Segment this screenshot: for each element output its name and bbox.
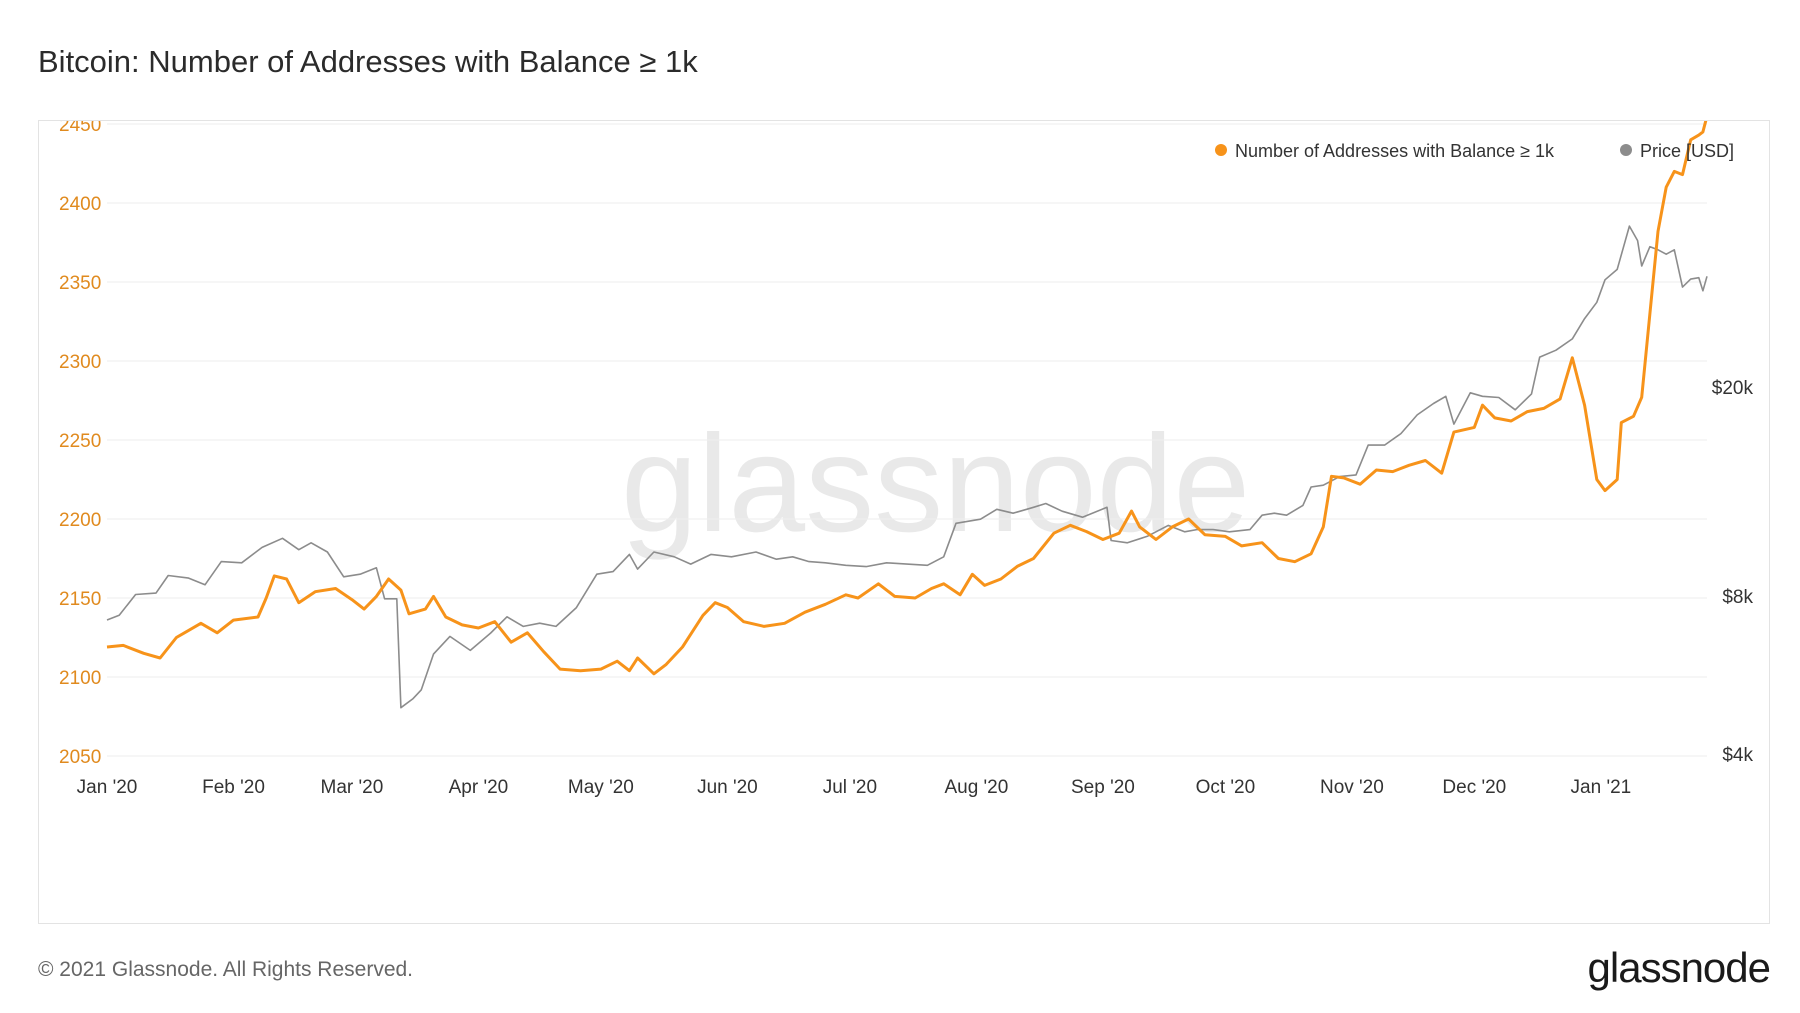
legend-marker: [1215, 144, 1227, 156]
x-tick-label: Nov '20: [1320, 777, 1384, 798]
y-left-tick-label: 2450: [59, 121, 101, 136]
y-right-tick-label: $8k: [1722, 587, 1753, 608]
x-tick-label: Jan '20: [77, 777, 138, 798]
price-usd-line: [106, 225, 1708, 709]
series-lines: [106, 121, 1708, 709]
addresses-balance-line: [106, 121, 1708, 676]
x-tick-label: Mar '20: [321, 777, 384, 798]
watermark-text: glassnode: [621, 407, 1250, 561]
glassnode-logo: glassnode: [1587, 944, 1771, 991]
x-tick-label: Jul '20: [823, 777, 877, 798]
x-tick-label: Feb '20: [202, 777, 265, 798]
legend-label[interactable]: Number of Addresses with Balance ≥ 1k: [1235, 141, 1555, 161]
x-tick-label: Dec '20: [1442, 777, 1506, 798]
legend-label[interactable]: Price [USD]: [1640, 141, 1734, 161]
x-tick-label: May '20: [568, 777, 634, 798]
y-left-tick-label: 2100: [59, 668, 101, 689]
axis-labels: 2050 2100 2150 2200 2250 2300 2350 2400 2450 $4k $…: [59, 121, 1753, 798]
x-tick-label: Sep '20: [1071, 777, 1135, 798]
x-tick-label: Apr '20: [449, 777, 509, 798]
x-tick-label: Jun '20: [697, 777, 758, 798]
legend-marker: [1620, 144, 1632, 156]
legend: Number of Addresses with Balance ≥ 1k Pri…: [1215, 141, 1734, 161]
copyright-text: © 2021 Glassnode. All Rights Reserved.: [38, 958, 414, 981]
y-left-tick-label: 2300: [59, 352, 101, 373]
x-tick-label: Jan '21: [1571, 777, 1632, 798]
y-left-tick-label: 2050: [59, 747, 101, 768]
chart-title: Bitcoin: Number of Addresses with Balanc…: [38, 44, 698, 79]
x-tick-label: Oct '20: [1196, 777, 1256, 798]
y-left-tick-label: 2400: [59, 194, 101, 215]
y-left-tick-label: 2200: [59, 510, 101, 531]
x-tick-label: Aug '20: [944, 777, 1008, 798]
y-left-tick-label: 2150: [59, 589, 101, 610]
y-left-tick-label: 2250: [59, 431, 101, 452]
y-right-tick-label: $4k: [1722, 745, 1753, 766]
y-left-tick-label: 2350: [59, 273, 101, 294]
line-chart: glassnode 2050 2100 2150 2200 2250 2300 2350 24…: [59, 121, 1753, 798]
y-right-tick-label: $20k: [1712, 378, 1754, 399]
chart-frame: glassnode 2050 2100 2150 2200 2250 2300 2350 24…: [38, 120, 1770, 924]
